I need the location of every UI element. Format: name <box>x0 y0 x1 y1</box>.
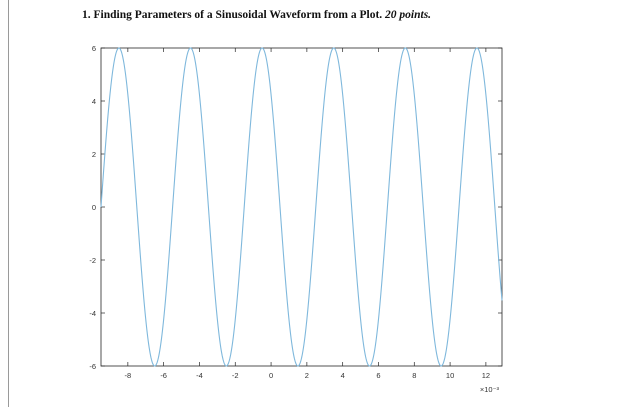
x-axis-scale-label: ×10⁻³ <box>480 385 500 394</box>
y-tick-label: -6 <box>89 362 96 371</box>
question-title: Finding Parameters of a Sinusoidal Wavef… <box>93 9 383 21</box>
x-tick-label: 10 <box>446 371 454 380</box>
x-tick-label: 0 <box>269 371 273 380</box>
x-tick-label: 4 <box>341 371 345 380</box>
y-tick-label: -2 <box>89 256 96 265</box>
x-tick-label: 2 <box>305 371 309 380</box>
x-tick-label: -2 <box>232 371 239 380</box>
y-tick-label: 2 <box>92 150 96 159</box>
y-tick-label: -4 <box>89 309 96 318</box>
y-tick-label: 6 <box>92 44 96 53</box>
x-tick-label: 12 <box>482 371 490 380</box>
x-tick-label: -6 <box>160 371 167 380</box>
x-tick-label: -4 <box>196 371 203 380</box>
y-tick-label: 0 <box>92 203 96 212</box>
plot-axes: -8 -6 -4 -2 0 2 4 6 8 10 12 -6 -4 -2 0 2 4 6 <box>89 44 503 380</box>
question-heading: 1. Finding Parameters of a Sinusoidal Wa… <box>82 9 431 21</box>
sinusoid-series-line <box>100 47 503 367</box>
x-tick-label: -8 <box>125 371 132 380</box>
x-tick-label: 6 <box>376 371 380 380</box>
question-points: 20 points. <box>385 9 432 21</box>
question-number: 1. <box>82 9 91 21</box>
plot-frame <box>100 47 503 367</box>
page-left-border <box>8 0 9 407</box>
plot-series <box>100 47 503 367</box>
x-tick-label: 8 <box>412 371 416 380</box>
y-tick-label: 4 <box>92 97 96 106</box>
